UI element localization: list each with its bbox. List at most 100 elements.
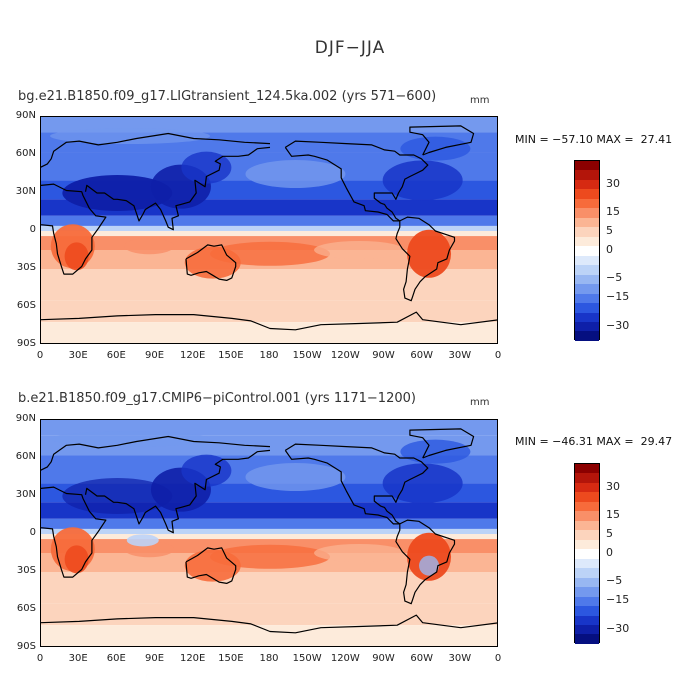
colorbar-swatch	[575, 558, 599, 569]
x-tick-label: 30E	[68, 350, 88, 361]
x-tick-label: 180	[259, 653, 279, 664]
x-tick-label: 0	[494, 653, 502, 664]
field-anomaly	[314, 241, 405, 259]
colorbar-swatch	[575, 255, 599, 266]
colorbar-label: 15	[606, 205, 620, 219]
field-anomaly	[64, 242, 89, 271]
field-anomaly	[382, 160, 463, 201]
x-tick-label: 0	[36, 350, 44, 361]
colorbar-swatch	[575, 274, 599, 285]
y-tick-label: 0	[29, 224, 36, 235]
field-anomaly	[400, 439, 471, 464]
field-band	[41, 322, 497, 343]
field-anomaly	[210, 241, 330, 266]
colorbar-swatch	[575, 492, 599, 502]
europe-asia-coastline	[41, 435, 271, 471]
colorbar-label: −30	[606, 318, 630, 332]
x-tick-label: 60W	[410, 653, 433, 664]
x-tick-label: 120W	[330, 653, 360, 664]
field-band	[41, 528, 497, 534]
colorbar-swatch	[575, 464, 599, 474]
panel1-minmax: MIN = −57.10 MAX = 27.41	[515, 133, 673, 146]
panel1-title: bg.e21.B1850.f09_g17.LIGtransient_124.5k…	[18, 89, 437, 104]
greenland-coastline	[409, 125, 475, 156]
field-anomaly	[314, 544, 405, 562]
field-map	[41, 420, 497, 646]
colorbar-swatch	[575, 520, 599, 531]
colorbar-swatch	[575, 624, 599, 635]
x-tick-label: 150W	[292, 350, 322, 361]
x-tick-label: 90E	[144, 653, 165, 664]
y-tick-label: 90N	[15, 413, 36, 424]
field-anomaly	[50, 128, 211, 144]
panel2-title: b.e21.B1850.f09_g17.CMIP6−piControl.001 …	[18, 391, 416, 406]
colorbar-label: 15	[606, 508, 620, 522]
field-anomaly	[245, 463, 346, 491]
field-anomaly	[64, 545, 89, 574]
x-tick-label: 90W	[372, 350, 395, 361]
x-tick-label: 90E	[144, 350, 165, 361]
y-tick-label: 30S	[16, 262, 36, 273]
colorbar-swatch	[575, 293, 599, 304]
colorbar-swatch	[575, 577, 599, 588]
field-anomaly	[245, 160, 346, 188]
x-tick-label: 30E	[68, 653, 88, 664]
field-band	[41, 231, 497, 237]
colorbar-label: 0	[606, 243, 613, 256]
colorbar-label: 5	[606, 224, 613, 238]
panel2-minmax: MIN = −46.31 MAX = 29.47	[515, 435, 673, 448]
x-tick-label: 0	[36, 653, 44, 664]
colorbar-swatch	[575, 473, 599, 483]
field-anomaly	[419, 555, 440, 576]
field-map	[41, 117, 497, 343]
antarctica-coastline	[41, 311, 497, 331]
south-america-coastline	[395, 216, 456, 302]
x-tick-label: 30W	[448, 653, 472, 664]
y-tick-label: 0	[29, 527, 36, 538]
y-tick-label: 30S	[16, 565, 36, 576]
colorbar-label: −5	[606, 574, 623, 588]
field-anomaly	[407, 229, 452, 278]
north-america-coastline	[284, 140, 429, 222]
colorbar-label: −15	[606, 593, 630, 607]
panel2-map	[40, 419, 498, 647]
africa-coastline	[41, 486, 107, 578]
panel2-colorbar	[574, 463, 600, 644]
field-anomaly	[181, 454, 232, 487]
colorbar-swatch	[575, 511, 599, 521]
colorbar-label: 30	[606, 479, 620, 493]
colorbar-swatch	[575, 265, 599, 275]
panel1-map	[40, 116, 498, 344]
colorbar-swatch	[575, 161, 599, 171]
x-tick-label: 150W	[292, 653, 322, 664]
y-tick-label: 90S	[16, 338, 36, 349]
x-tick-label: 60E	[106, 350, 126, 361]
colorbar-swatch	[575, 615, 599, 625]
field-band	[41, 603, 497, 626]
field-anomaly	[50, 431, 211, 447]
colorbar-swatch	[575, 321, 599, 332]
colorbar-swatch	[575, 568, 599, 578]
colorbar-swatch	[575, 236, 599, 247]
colorbar-label: −15	[606, 290, 630, 304]
field-anomaly	[62, 478, 173, 514]
x-tick-label: 120E	[179, 350, 206, 361]
field-band	[41, 300, 497, 323]
greenland-coastline	[409, 428, 475, 459]
colorbar-swatch	[575, 170, 599, 180]
colorbar-swatch	[575, 634, 599, 644]
field-anomaly	[210, 544, 330, 569]
colorbar-label: 5	[606, 527, 613, 541]
main-title: DJF−JJA	[314, 38, 386, 58]
field-band	[41, 534, 497, 540]
x-tick-label: 120E	[179, 653, 206, 664]
colorbar-swatch	[575, 208, 599, 218]
colorbar-swatch	[575, 312, 599, 322]
south-america-coastline	[395, 519, 456, 605]
colorbar-swatch	[575, 606, 599, 616]
y-tick-label: 30N	[15, 186, 36, 197]
colorbar-swatch	[575, 530, 599, 540]
panel1-units: mm	[470, 95, 490, 106]
x-tick-label: 60W	[410, 350, 433, 361]
field-band	[41, 518, 497, 529]
